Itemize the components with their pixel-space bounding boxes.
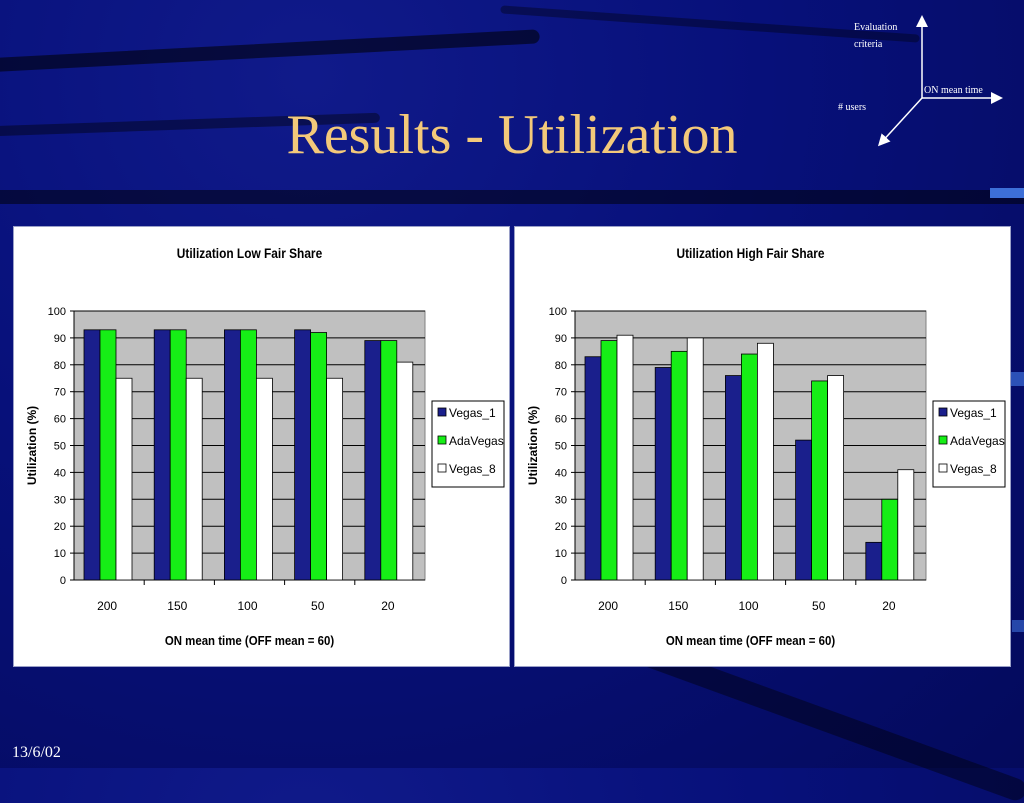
z-axis-label: # users <box>838 102 867 113</box>
legend-label-adavegas: AdaVegas <box>449 434 504 448</box>
y-tick-label: 0 <box>561 575 567 587</box>
bar-adavegas-200 <box>99 329 117 581</box>
bar-adavegas-50 <box>310 332 328 581</box>
y-tick-label: 0 <box>60 575 66 587</box>
y-tick-label: 60 <box>54 414 66 426</box>
y-tick-label: 60 <box>555 414 567 426</box>
bar-adavegas-100 <box>740 353 758 581</box>
bar-vegas_8-20 <box>897 469 915 581</box>
background-streak <box>0 29 540 75</box>
y-tick-label: 30 <box>54 494 66 506</box>
y-axis-title: Utilization (%) <box>25 406 39 485</box>
utilization-high-fair-share-chart: Utilization High Fair Share 0 10 20 30 40 50 60… <box>526 245 1006 648</box>
bar-vegas_8-50 <box>827 375 845 581</box>
y-tick-label: 70 <box>54 387 66 399</box>
x-axis-title: ON mean time (OFF mean = 60) <box>165 633 334 648</box>
y-tick-label: 90 <box>555 333 567 345</box>
y-tick-label: 40 <box>54 467 66 479</box>
bar-vegas_1-100 <box>724 375 742 581</box>
y-axis-label-line1: Evaluation <box>854 22 898 33</box>
y-tick-label: 50 <box>54 441 66 453</box>
bar-vegas_1-100 <box>223 329 241 581</box>
chart-panel-high-fair-share: Utilization High Fair Share 0 10 20 30 40 50 60… <box>514 226 1011 667</box>
utilization-low-fair-share-chart: Utilization Low Fair Share 0 10 20 30 40 50 60 7… <box>25 245 505 648</box>
y-tick-label: 70 <box>555 387 567 399</box>
bar-vegas_1-150 <box>153 329 171 581</box>
bar-vegas_8-200 <box>115 377 133 581</box>
y-tick-label: 80 <box>555 360 567 372</box>
legend-label-adavegas: AdaVegas <box>950 434 1005 448</box>
z-axis-arrow <box>877 97 923 147</box>
y-tick-label: 90 <box>54 333 66 345</box>
chart-title: Utilization High Fair Share <box>676 245 824 261</box>
bar-vegas_8-200 <box>616 334 634 581</box>
legend-label-vegas_8: Vegas_8 <box>449 462 496 476</box>
legend-swatch-adavegas <box>437 435 447 445</box>
axes-diagram-arrows <box>877 15 1003 147</box>
slide-title: Results - Utilization <box>286 104 738 166</box>
slide-date: 13/6/02 <box>12 744 61 761</box>
bar-adavegas-200 <box>600 340 618 581</box>
bar-vegas_1-20 <box>865 541 883 581</box>
y-tick-label: 80 <box>54 360 66 372</box>
legend-swatch-vegas_1 <box>938 407 948 417</box>
legend-swatch-vegas_8 <box>938 463 948 473</box>
bar-vegas_1-20 <box>364 340 382 581</box>
bar-vegas_8-150 <box>686 337 704 581</box>
y-tick-label: 30 <box>555 494 567 506</box>
background-streak <box>0 190 1024 204</box>
bar-vegas_8-100 <box>255 377 273 581</box>
x-tick-label: 50 <box>311 599 325 613</box>
x-tick-label: 150 <box>668 599 688 613</box>
y-tick-label: 10 <box>555 548 567 560</box>
y-axis-label-line2: criteria <box>854 39 883 50</box>
x-axis-label: ON mean time <box>924 85 983 96</box>
bar-vegas_8-150 <box>185 377 203 581</box>
x-tick-label: 100 <box>738 599 758 613</box>
bar-adavegas-20 <box>881 498 899 581</box>
y-tick-label: 50 <box>555 441 567 453</box>
accent-bar <box>1012 620 1024 632</box>
y-tick-label: 10 <box>54 548 66 560</box>
bar-adavegas-150 <box>670 350 688 581</box>
bar-adavegas-100 <box>239 329 257 581</box>
chart-title: Utilization Low Fair Share <box>177 245 322 261</box>
legend-swatch-adavegas <box>938 435 948 445</box>
bar-vegas_1-50 <box>294 329 312 581</box>
accent-bar <box>1010 372 1024 386</box>
bar-vegas_1-150 <box>654 367 672 581</box>
bar-vegas_1-50 <box>795 439 813 581</box>
bar-vegas_8-20 <box>396 361 414 581</box>
y-axis-title: Utilization (%) <box>526 406 540 485</box>
bar-vegas_1-200 <box>584 356 602 581</box>
legend-label-vegas_1: Vegas_1 <box>950 406 997 420</box>
x-tick-label: 20 <box>882 599 896 613</box>
bar-adavegas-150 <box>169 329 187 581</box>
bar-adavegas-50 <box>811 380 829 581</box>
x-axis-title: ON mean time (OFF mean = 60) <box>666 633 835 648</box>
y-tick-label: 20 <box>555 521 567 533</box>
axes-diagram: Evaluation criteria ON mean time # users <box>820 10 1020 160</box>
y-tick-label: 100 <box>48 306 66 318</box>
legend-label-vegas_1: Vegas_1 <box>449 406 496 420</box>
bar-adavegas-20 <box>380 340 398 581</box>
legend-swatch-vegas_8 <box>437 463 447 473</box>
x-tick-label: 150 <box>167 599 187 613</box>
accent-bar <box>990 188 1024 198</box>
x-tick-label: 200 <box>97 599 117 613</box>
legend-swatch-vegas_1 <box>437 407 447 417</box>
x-tick-label: 100 <box>237 599 257 613</box>
y-tick-label: 100 <box>549 306 567 318</box>
legend-label-vegas_8: Vegas_8 <box>950 462 997 476</box>
x-tick-label: 20 <box>381 599 395 613</box>
y-tick-label: 40 <box>555 467 567 479</box>
y-tick-label: 20 <box>54 521 66 533</box>
x-tick-label: 50 <box>812 599 826 613</box>
bar-vegas_1-200 <box>83 329 101 581</box>
chart-panel-low-fair-share: Utilization Low Fair Share 0 10 20 30 40 50 60 7… <box>13 226 510 667</box>
bar-vegas_8-50 <box>326 377 344 581</box>
bar-vegas_8-100 <box>756 342 774 581</box>
x-tick-label: 200 <box>598 599 618 613</box>
